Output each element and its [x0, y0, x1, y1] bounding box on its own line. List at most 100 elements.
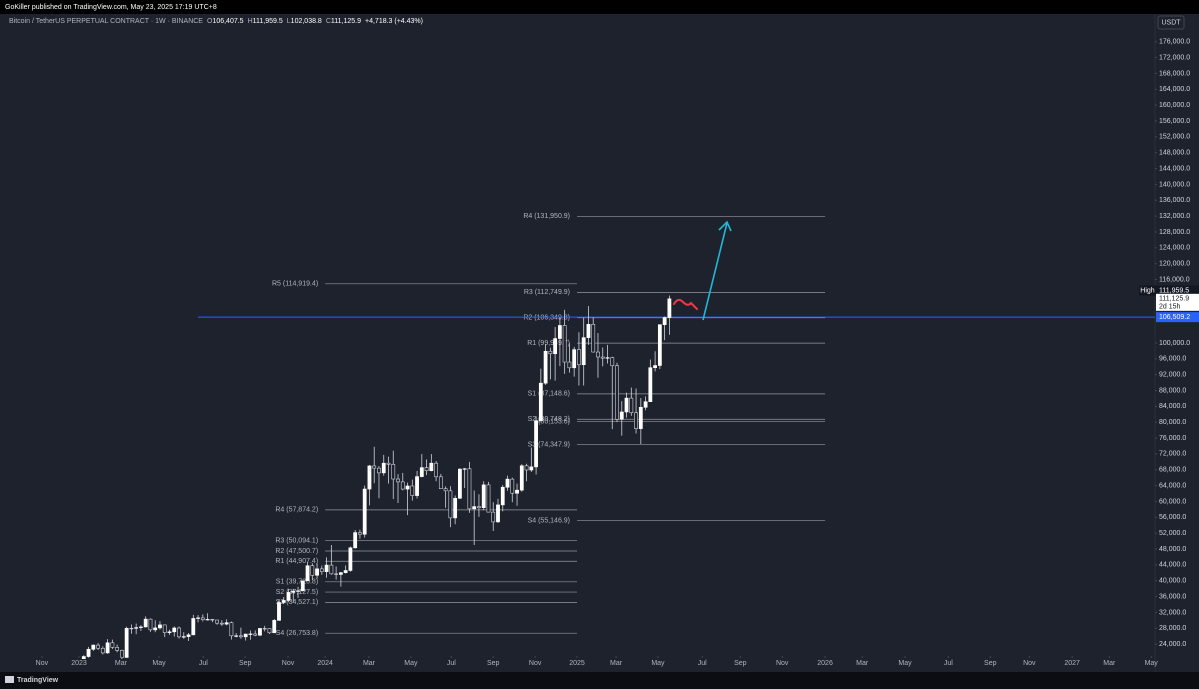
candle-body [581, 337, 586, 366]
candle-body [624, 397, 629, 413]
candle-body [286, 592, 291, 601]
y-tick-label: 176,000.0 [1159, 39, 1190, 46]
high-box [1156, 285, 1199, 296]
candle-body [200, 617, 205, 620]
candle-body [229, 622, 234, 637]
candle-body [534, 420, 538, 468]
candle-body [605, 357, 610, 359]
candle-body [615, 365, 619, 420]
candle-body [210, 619, 215, 621]
candle-body [115, 647, 120, 651]
x-tick-label: Nov [1023, 660, 1036, 667]
candle-body [96, 644, 100, 649]
candle-body [86, 648, 91, 657]
candle-body [362, 488, 367, 535]
candle-body [191, 618, 196, 636]
candle-body [143, 618, 148, 628]
brand-logo [5, 676, 14, 683]
candle-body [591, 323, 596, 353]
candle-body [91, 644, 96, 650]
pivot-label: R3 (50,094.1) [275, 538, 318, 545]
y-tick-label: 140,000.0 [1159, 181, 1190, 188]
price-axis: 176,000.0 172,000.0 168,000.0 164,000.0 160,… [1139, 39, 1199, 648]
x-tick-label: May [651, 660, 665, 667]
x-tick-label: Sep [487, 660, 500, 667]
y-tick-label: 52,000.0 [1159, 530, 1186, 537]
candle-body [372, 465, 377, 469]
x-tick-label: Mar [1103, 660, 1116, 667]
candle-body [215, 619, 219, 624]
candle-body [105, 642, 110, 654]
legend-key: O [207, 18, 213, 25]
candle-body [305, 565, 310, 582]
candle-body [500, 486, 505, 506]
candle-body [267, 628, 272, 634]
legend-value: 102,038.8 [291, 18, 322, 25]
candle-body [348, 547, 353, 571]
pivot-label: (80,153.6) [538, 418, 570, 425]
x-tick-label: Jul [199, 660, 208, 667]
y-tick-label: 40,000.0 [1159, 578, 1186, 585]
x-tick-label: Mar [115, 660, 128, 667]
candle-body [491, 511, 496, 523]
candle-body [391, 464, 396, 480]
candle-body [239, 635, 243, 638]
candle-body [196, 617, 200, 619]
candle-body [329, 564, 334, 575]
y-tick-label: 132,000.0 [1159, 213, 1190, 220]
candle-body [562, 325, 567, 363]
candle-body [248, 633, 253, 635]
y-tick-label: 84,000.0 [1159, 403, 1186, 410]
candle-body [224, 622, 229, 625]
y-tick-label: 36,000.0 [1159, 593, 1186, 600]
candle-body [419, 467, 424, 477]
candle-body [586, 323, 591, 338]
x-tick-label: Nov [282, 660, 295, 667]
candle-body [453, 497, 458, 519]
candle-body [162, 624, 167, 633]
candle-body [205, 619, 210, 621]
candle-body [529, 466, 534, 471]
candle-body [110, 642, 115, 648]
candle-body [648, 367, 653, 402]
legend-value: 106,407.5 [212, 18, 243, 25]
candle-body [338, 572, 343, 575]
pivot-label: R5 (114,919.4) [272, 281, 318, 288]
candle-body [429, 462, 434, 471]
y-tick-label: 48,000.0 [1159, 546, 1186, 553]
x-tick-label: Sep [984, 660, 997, 667]
high-tag-label: High [1140, 287, 1155, 294]
hline-box [1156, 312, 1199, 323]
candle-body [219, 622, 224, 625]
candle-body [167, 631, 172, 633]
candle-body [557, 325, 562, 339]
pivot-label: R3 (112,749.9) [524, 289, 570, 296]
pivot-label: S3 (74,347.9) [528, 441, 570, 448]
y-tick-label: 32,000.0 [1159, 609, 1186, 616]
candle-body [148, 618, 153, 631]
currency-box[interactable] [1157, 15, 1185, 30]
candle-body [477, 506, 481, 509]
y-tick-label: 60,000.0 [1159, 498, 1186, 505]
top-bar [0, 0, 1199, 14]
candle-body [358, 532, 362, 535]
symbol-legend: Bitcoin / TetherUS PERPETUAL CONTRACT · … [9, 18, 423, 25]
candle-body [567, 361, 572, 369]
candle-body [119, 650, 124, 658]
y-tick-label: 148,000.0 [1159, 150, 1190, 157]
candle-body [634, 412, 638, 429]
pivot-label: R1 (44,907.4) [275, 558, 318, 565]
y-tick-label: 92,000.0 [1159, 371, 1186, 378]
candle-body [334, 573, 339, 575]
x-tick-label: May [404, 660, 418, 667]
pivot-label: R1 (99,949.7) [527, 340, 570, 347]
candle-body [315, 568, 319, 576]
y-tick-label: 136,000.0 [1159, 197, 1190, 204]
currency[interactable]: USDT [1161, 19, 1181, 26]
x-tick-label: May [152, 660, 166, 667]
drawing-arrow [702, 222, 728, 321]
candle-body [543, 350, 548, 384]
y-tick-label: 88,000.0 [1159, 387, 1186, 394]
y-tick-label: 116,000.0 [1159, 276, 1190, 283]
